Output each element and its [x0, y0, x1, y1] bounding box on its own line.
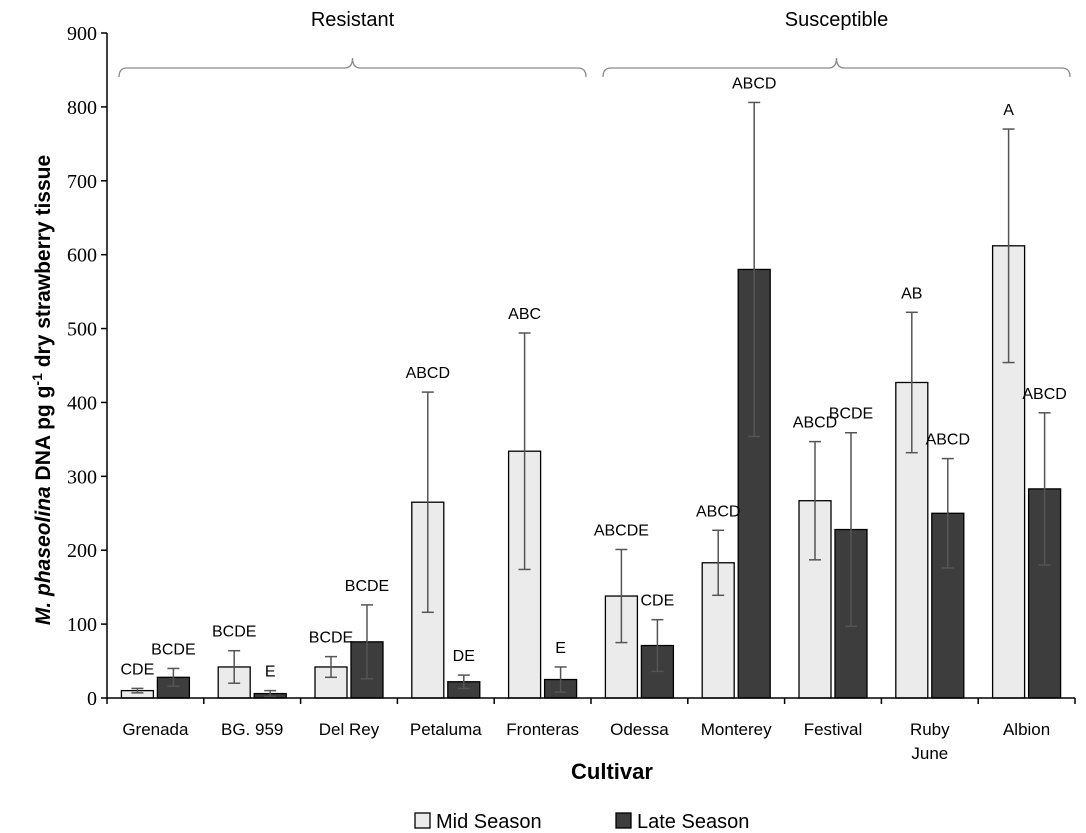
significance-label: BCDE: [345, 578, 389, 595]
significance-label: ABCD: [732, 75, 776, 92]
bars: [120, 101, 1062, 699]
group-bracket: [602, 57, 1071, 78]
significance-label: E: [555, 640, 566, 657]
axis-ticks: 0 100 200 300 400 500 600 700 800 900 Grenada BG. 9…: [67, 23, 1076, 763]
y-tick-label: 900: [67, 23, 97, 45]
group-brackets: Resistant Susceptible: [118, 9, 1071, 78]
x-tick-label-line: Albion: [1003, 720, 1050, 739]
y-tick-label: 100: [67, 614, 97, 636]
y-tick-label: 600: [67, 245, 97, 267]
x-tick-label: Del Rey: [319, 720, 380, 739]
y-tick-label: 0: [87, 688, 97, 710]
x-tick-label-line: Monterey: [701, 720, 772, 739]
x-tick-label-line: Grenada: [122, 720, 189, 739]
significance-label: DE: [453, 648, 475, 665]
x-tick-label: Ruby June: [910, 720, 950, 763]
x-tick-label: Petaluma: [410, 720, 482, 739]
x-axis-title: Cultivar: [571, 759, 653, 784]
significance-label: BCDE: [212, 624, 256, 641]
x-tick-label-line: Festival: [804, 720, 863, 739]
y-tick-label: 300: [67, 466, 97, 488]
axes: [106, 33, 1075, 699]
y-axis-title-sup: -1: [29, 373, 45, 386]
x-tick-label-line: Ruby: [910, 720, 950, 739]
x-tick-label: Monterey: [701, 720, 772, 739]
y-tick-label: 400: [67, 392, 97, 414]
x-tick-label-line: Del Rey: [319, 720, 380, 739]
x-tick-label: Grenada: [122, 720, 189, 739]
y-axis-title: M. phaseolina DNA pg g-1 dry strawberry …: [29, 155, 55, 625]
significance-label: AB: [901, 285, 922, 302]
x-tick-label-line: BG. 959: [221, 720, 283, 739]
group-label: Susceptible: [785, 9, 888, 31]
y-tick-label: 500: [67, 319, 97, 341]
y-axis-title-species: M. phaseolina: [32, 486, 55, 625]
x-tick-label: Odessa: [610, 720, 669, 739]
legend-label: Mid Season: [436, 811, 542, 833]
significance-label: ABCD: [926, 432, 970, 449]
significance-label: CDE: [641, 593, 675, 610]
significance-label: ABCD: [406, 365, 450, 382]
y-axis-title-main: DNA pg g: [32, 386, 55, 487]
x-tick-label: Albion: [1003, 720, 1050, 739]
legend: Mid Season Late Season: [414, 811, 749, 833]
legend-label: Late Season: [637, 811, 749, 833]
significance-label: E: [265, 664, 276, 681]
significance-label: BCDE: [151, 641, 195, 658]
significance-label: ABCD: [696, 503, 740, 520]
x-tick-label-line: Odessa: [610, 720, 669, 739]
significance-label: ABCD: [1022, 386, 1066, 403]
significance-label: CDE: [121, 661, 155, 678]
group-label: Resistant: [311, 9, 395, 31]
y-tick-label: 800: [67, 97, 97, 119]
significance-label: ABCDE: [594, 522, 649, 539]
x-tick-label-line: Petaluma: [410, 720, 482, 739]
x-tick-label: BG. 959: [221, 720, 283, 739]
significance-label: BCDE: [309, 630, 353, 647]
significance-label: BCDE: [829, 406, 873, 423]
x-tick-label-line: June: [911, 744, 948, 763]
x-tick-label: Fronteras: [506, 720, 579, 739]
y-tick-label: 200: [67, 540, 97, 562]
significance-label: A: [1003, 102, 1014, 119]
x-tick-label: Festival: [804, 720, 863, 739]
legend-swatch: [414, 812, 431, 829]
legend-swatch: [615, 812, 632, 829]
significance-label: ABC: [508, 306, 541, 323]
significance-label: ABCD: [793, 415, 837, 432]
x-tick-label-line: Fronteras: [506, 720, 579, 739]
group-bracket: [118, 57, 587, 78]
y-axis-title-tail: dry strawberry tissue: [32, 155, 55, 373]
y-tick-label: 700: [67, 171, 97, 193]
